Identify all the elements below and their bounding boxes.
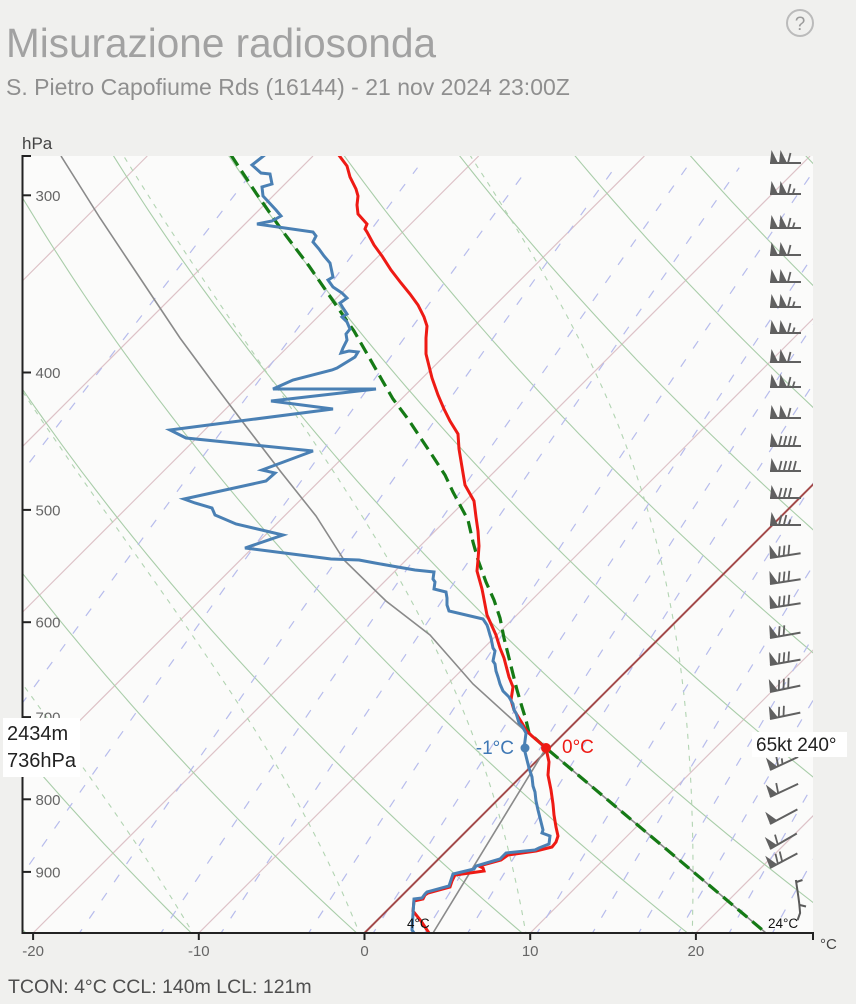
svg-text:°C: °C xyxy=(820,936,837,953)
svg-text:0: 0 xyxy=(360,943,368,960)
svg-text:S. Pietro Capofiume Rds (16144: S. Pietro Capofiume Rds (16144) - 21 nov… xyxy=(6,74,570,100)
svg-text:800: 800 xyxy=(36,792,61,809)
svg-text:Misurazione radiosonda: Misurazione radiosonda xyxy=(6,20,436,66)
svg-text:900: 900 xyxy=(36,864,61,881)
svg-text:500: 500 xyxy=(36,502,61,519)
svg-text:-1°C: -1°C xyxy=(476,738,514,759)
svg-text:400: 400 xyxy=(36,365,61,382)
svg-text:10: 10 xyxy=(522,943,539,960)
svg-text:TCON: 4°C CCL: 140m LCL: 121m: TCON: 4°C CCL: 140m LCL: 121m xyxy=(8,976,312,998)
svg-text:?: ? xyxy=(795,14,806,35)
svg-text:20: 20 xyxy=(688,943,705,960)
svg-text:-20: -20 xyxy=(22,943,44,960)
svg-text:65kt 240°: 65kt 240° xyxy=(756,735,837,756)
svg-text:736hPa: 736hPa xyxy=(7,750,77,772)
svg-text:4°C: 4°C xyxy=(407,916,430,931)
svg-text:600: 600 xyxy=(36,615,61,632)
svg-text:2434m: 2434m xyxy=(7,723,68,745)
svg-text:300: 300 xyxy=(36,188,61,205)
svg-text:24°C: 24°C xyxy=(768,916,798,931)
svg-text:0°C: 0°C xyxy=(562,737,594,758)
svg-text:-10: -10 xyxy=(188,943,210,960)
svg-text:hPa: hPa xyxy=(22,134,53,153)
